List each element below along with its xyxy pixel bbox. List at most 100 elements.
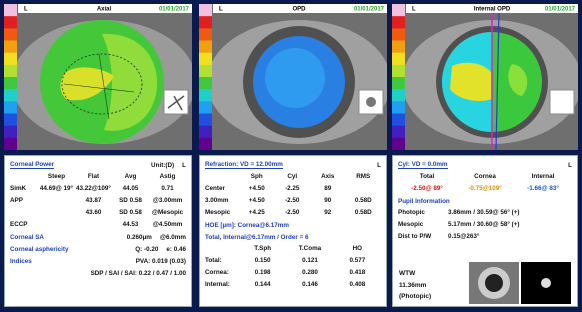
cell xyxy=(346,183,382,195)
color-scale xyxy=(4,28,17,40)
cell: 43.87 xyxy=(75,195,112,207)
color-scale xyxy=(4,138,17,150)
color-scale xyxy=(199,65,212,77)
row-label: Mesopic xyxy=(205,207,239,219)
cell: 43.60 xyxy=(75,207,112,219)
section-values: 0.260μm@6.0mm xyxy=(127,234,186,241)
row-label: Cornea: xyxy=(205,267,239,279)
section-line: HOE [µm]: Cornea@6.17mm xyxy=(205,219,381,231)
table: SphCylAxisRMSCenter+4.50-2.25893.00mm+4.… xyxy=(205,171,381,219)
cell: 0.408 xyxy=(334,279,381,291)
color-scale xyxy=(4,101,17,113)
corneal-power-panel: Corneal PowerUnit:(D)LSteepFlatAvgAstigS… xyxy=(4,155,192,307)
cell: -2.50@ 89° xyxy=(398,183,456,195)
wtw-value: 11.36mm xyxy=(399,282,426,289)
row-label: Photopic xyxy=(398,207,448,219)
column-header: Steep xyxy=(38,171,75,183)
cell: 0.15@263° xyxy=(448,231,572,243)
color-scale xyxy=(392,89,405,101)
cell: 0.58D xyxy=(346,195,382,207)
cell: 90 xyxy=(310,195,346,207)
color-scale xyxy=(199,16,212,28)
row-label: Mesopic xyxy=(398,219,448,231)
date: 01/01/2017 xyxy=(354,7,385,13)
color-scale xyxy=(199,101,212,113)
column-header: Avg xyxy=(112,171,149,183)
title-right: Unit:(D)L xyxy=(151,162,186,169)
color-scale xyxy=(392,41,405,53)
cell: -0.75@109° xyxy=(456,183,514,195)
cell: 5.17mm / 30.60@ 58° (+) xyxy=(448,219,572,231)
inset xyxy=(550,90,574,114)
cell: -2.50 xyxy=(275,207,311,219)
section-line: Pupil Information xyxy=(398,195,572,207)
value: PVA: 0.019 (0.03) xyxy=(136,258,186,265)
color-scale xyxy=(199,138,212,150)
column-header: T.Sph xyxy=(239,243,286,255)
color-scale xyxy=(392,53,405,65)
color-scale xyxy=(199,114,212,126)
cell: 44.05 xyxy=(112,183,149,195)
opd-map: L OPD 01/01/2017 xyxy=(199,4,387,150)
eye: L xyxy=(568,162,572,169)
cell xyxy=(38,195,75,207)
section-heading: HOE [µm]: Cornea@6.17mm xyxy=(205,222,289,229)
column-header: Axis xyxy=(310,171,346,183)
eye: L xyxy=(24,7,28,13)
column-header: Cornea xyxy=(456,171,514,183)
cell: 0.58D xyxy=(346,207,382,219)
column-header: Astig xyxy=(149,171,186,183)
color-scale xyxy=(199,126,212,138)
cell: 0.418 xyxy=(334,267,381,279)
row-label: APP xyxy=(10,195,38,207)
column-header: Total xyxy=(398,171,456,183)
color-scale xyxy=(4,65,17,77)
cell: @3.00mm xyxy=(149,195,186,207)
color-scale xyxy=(392,126,405,138)
cell: -2.25 xyxy=(275,183,311,195)
section-heading: Indices xyxy=(10,258,32,265)
color-scale xyxy=(392,65,405,77)
photo-reflex xyxy=(541,278,551,288)
cell: SD 0.58 xyxy=(112,195,149,207)
eye: L xyxy=(182,162,186,169)
internal-opd-map: L Internal OPD 01/01/2017 xyxy=(392,4,578,150)
eye: L xyxy=(377,162,381,169)
cell: 3.86mm / 30.59@ 56° (+) xyxy=(448,207,572,219)
panel-title: Cyl: VD = 0.0mm xyxy=(398,161,448,169)
table: Photopic3.86mm / 30.59@ 56° (+)Mesopic5.… xyxy=(398,207,572,243)
title-line: Cyl: VD = 0.0mm L xyxy=(398,159,572,171)
column-header: Sph xyxy=(239,171,275,183)
eye-photos xyxy=(469,262,571,304)
screen: L Axial 01/01/2017 L OPD 01/01/2017 L In… xyxy=(0,0,582,312)
row-label: Total: xyxy=(205,255,239,267)
cell: 0.144 xyxy=(239,279,286,291)
color-scale xyxy=(392,114,405,126)
section-values: SDP / SAI / SAI: 0.22 / 0.47 / 1.00 xyxy=(91,270,186,277)
color-scale xyxy=(392,4,405,16)
photo-pupil xyxy=(485,274,503,292)
value: 0.260μm xyxy=(127,234,152,241)
cell xyxy=(38,207,75,219)
map-title: OPD xyxy=(292,7,306,13)
cell: 0.150 xyxy=(239,255,286,267)
color-scale xyxy=(392,28,405,40)
color-scale xyxy=(4,114,17,126)
cell: 92 xyxy=(310,207,346,219)
color-scale xyxy=(199,28,212,40)
row-label: Internal: xyxy=(205,279,239,291)
cell: -2.50 xyxy=(275,195,311,207)
date: 01/01/2017 xyxy=(159,7,190,13)
color-scale xyxy=(4,41,17,53)
cell: 0.71 xyxy=(149,183,186,195)
title-right: L xyxy=(568,162,572,169)
column-header: Internal xyxy=(514,171,572,183)
wtw-condition: (Photopic) xyxy=(399,293,431,300)
value: SDP / SAI / SAI: 0.22 / 0.47 / 1.00 xyxy=(91,270,186,277)
eye: L xyxy=(412,7,416,13)
